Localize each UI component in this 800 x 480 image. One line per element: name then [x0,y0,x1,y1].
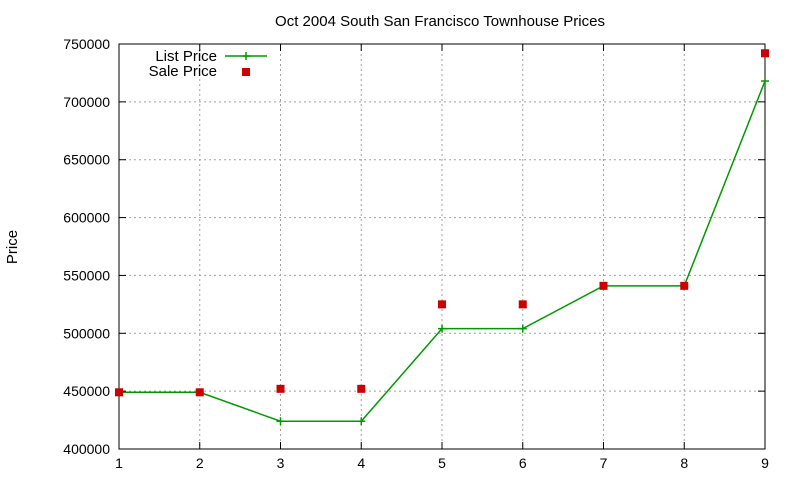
y-tick-label: 600000 [63,210,110,226]
sale-price-point [438,300,446,309]
sale-price-point [518,300,527,309]
x-tick-label: 3 [277,455,285,471]
legend-marker-sale-price [242,68,250,76]
y-tick-label: 700000 [63,94,110,110]
series-layer [115,49,769,426]
y-tick-label: 650000 [63,152,110,168]
legend-label-list-price: List Price [155,48,217,65]
y-tick-label: 400000 [63,441,110,457]
chart-title: Oct 2004 South San Francisco Townhouse P… [275,13,605,30]
sale-price-point [276,384,285,393]
legend-label-sale-price: Sale Price [149,63,217,80]
y-tick-label: 450000 [63,383,110,399]
sale-price-point [195,388,204,397]
sale-price-point [357,384,366,393]
tick-layer: 400000 450000 500000 550000 600000 650000 7000… [63,36,769,471]
x-tick-label: 8 [680,455,688,471]
sale-price-point [680,281,689,290]
y-tick-label: 750000 [63,36,110,52]
list-price-point [518,324,527,333]
list-price-point [276,417,285,426]
y-tick-label: 550000 [63,267,110,283]
x-tick-label: 6 [519,455,527,471]
list-price-point [357,417,366,426]
sale-price-point [599,281,608,290]
x-tick-label: 7 [600,455,608,471]
x-tick-label: 5 [438,455,446,471]
grid-layer [119,44,765,449]
y-axis-label: Price [4,230,21,264]
x-tick-label: 4 [357,455,365,471]
sale-price-point [761,49,769,58]
x-tick-label: 2 [196,455,204,471]
sale-price-point [115,388,123,397]
list-price-point [761,77,769,86]
y-tick-label: 500000 [63,325,110,341]
x-tick-label: 1 [115,455,123,471]
list-price-point [438,324,446,333]
x-tick-label: 9 [761,455,769,471]
